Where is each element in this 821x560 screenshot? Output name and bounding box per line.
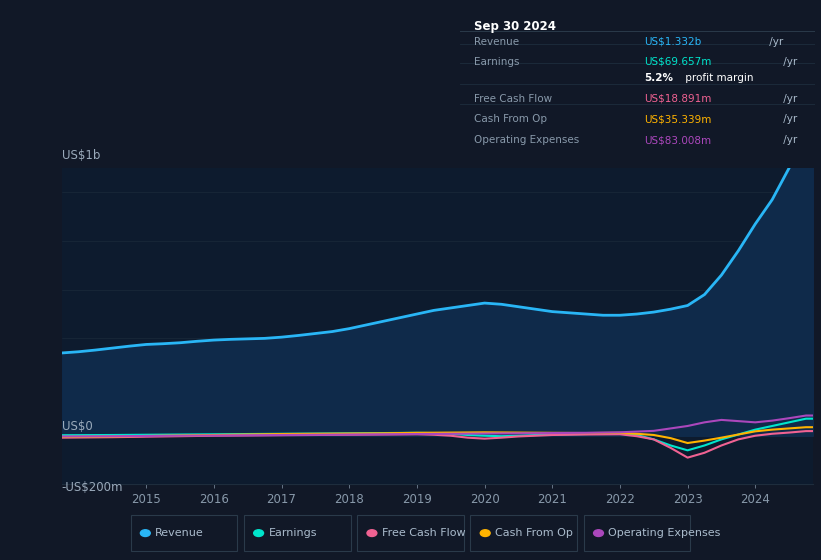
Text: /yr: /yr (779, 135, 796, 145)
Text: /yr: /yr (779, 94, 796, 104)
Text: Operating Expenses: Operating Expenses (608, 528, 721, 538)
Text: Free Cash Flow: Free Cash Flow (475, 94, 553, 104)
Text: Revenue: Revenue (155, 528, 204, 538)
Text: /yr: /yr (779, 57, 796, 67)
Text: /yr: /yr (779, 114, 796, 124)
Text: -US$200m: -US$200m (62, 482, 123, 494)
Text: Revenue: Revenue (475, 36, 520, 46)
Text: Earnings: Earnings (268, 528, 317, 538)
Text: Earnings: Earnings (475, 57, 520, 67)
Text: US$35.339m: US$35.339m (644, 114, 712, 124)
Text: Operating Expenses: Operating Expenses (475, 135, 580, 145)
Text: US$69.657m: US$69.657m (644, 57, 712, 67)
Text: Cash From Op: Cash From Op (495, 528, 573, 538)
Text: Free Cash Flow: Free Cash Flow (382, 528, 466, 538)
Text: Cash From Op: Cash From Op (475, 114, 548, 124)
Text: profit margin: profit margin (682, 73, 754, 83)
Text: US$1.332b: US$1.332b (644, 36, 702, 46)
Text: /yr: /yr (766, 36, 783, 46)
Text: US$83.008m: US$83.008m (644, 135, 712, 145)
Text: Sep 30 2024: Sep 30 2024 (475, 20, 556, 34)
Text: US$0: US$0 (62, 420, 92, 433)
Text: US$18.891m: US$18.891m (644, 94, 712, 104)
Text: US$1b: US$1b (62, 150, 100, 162)
Text: 5.2%: 5.2% (644, 73, 673, 83)
